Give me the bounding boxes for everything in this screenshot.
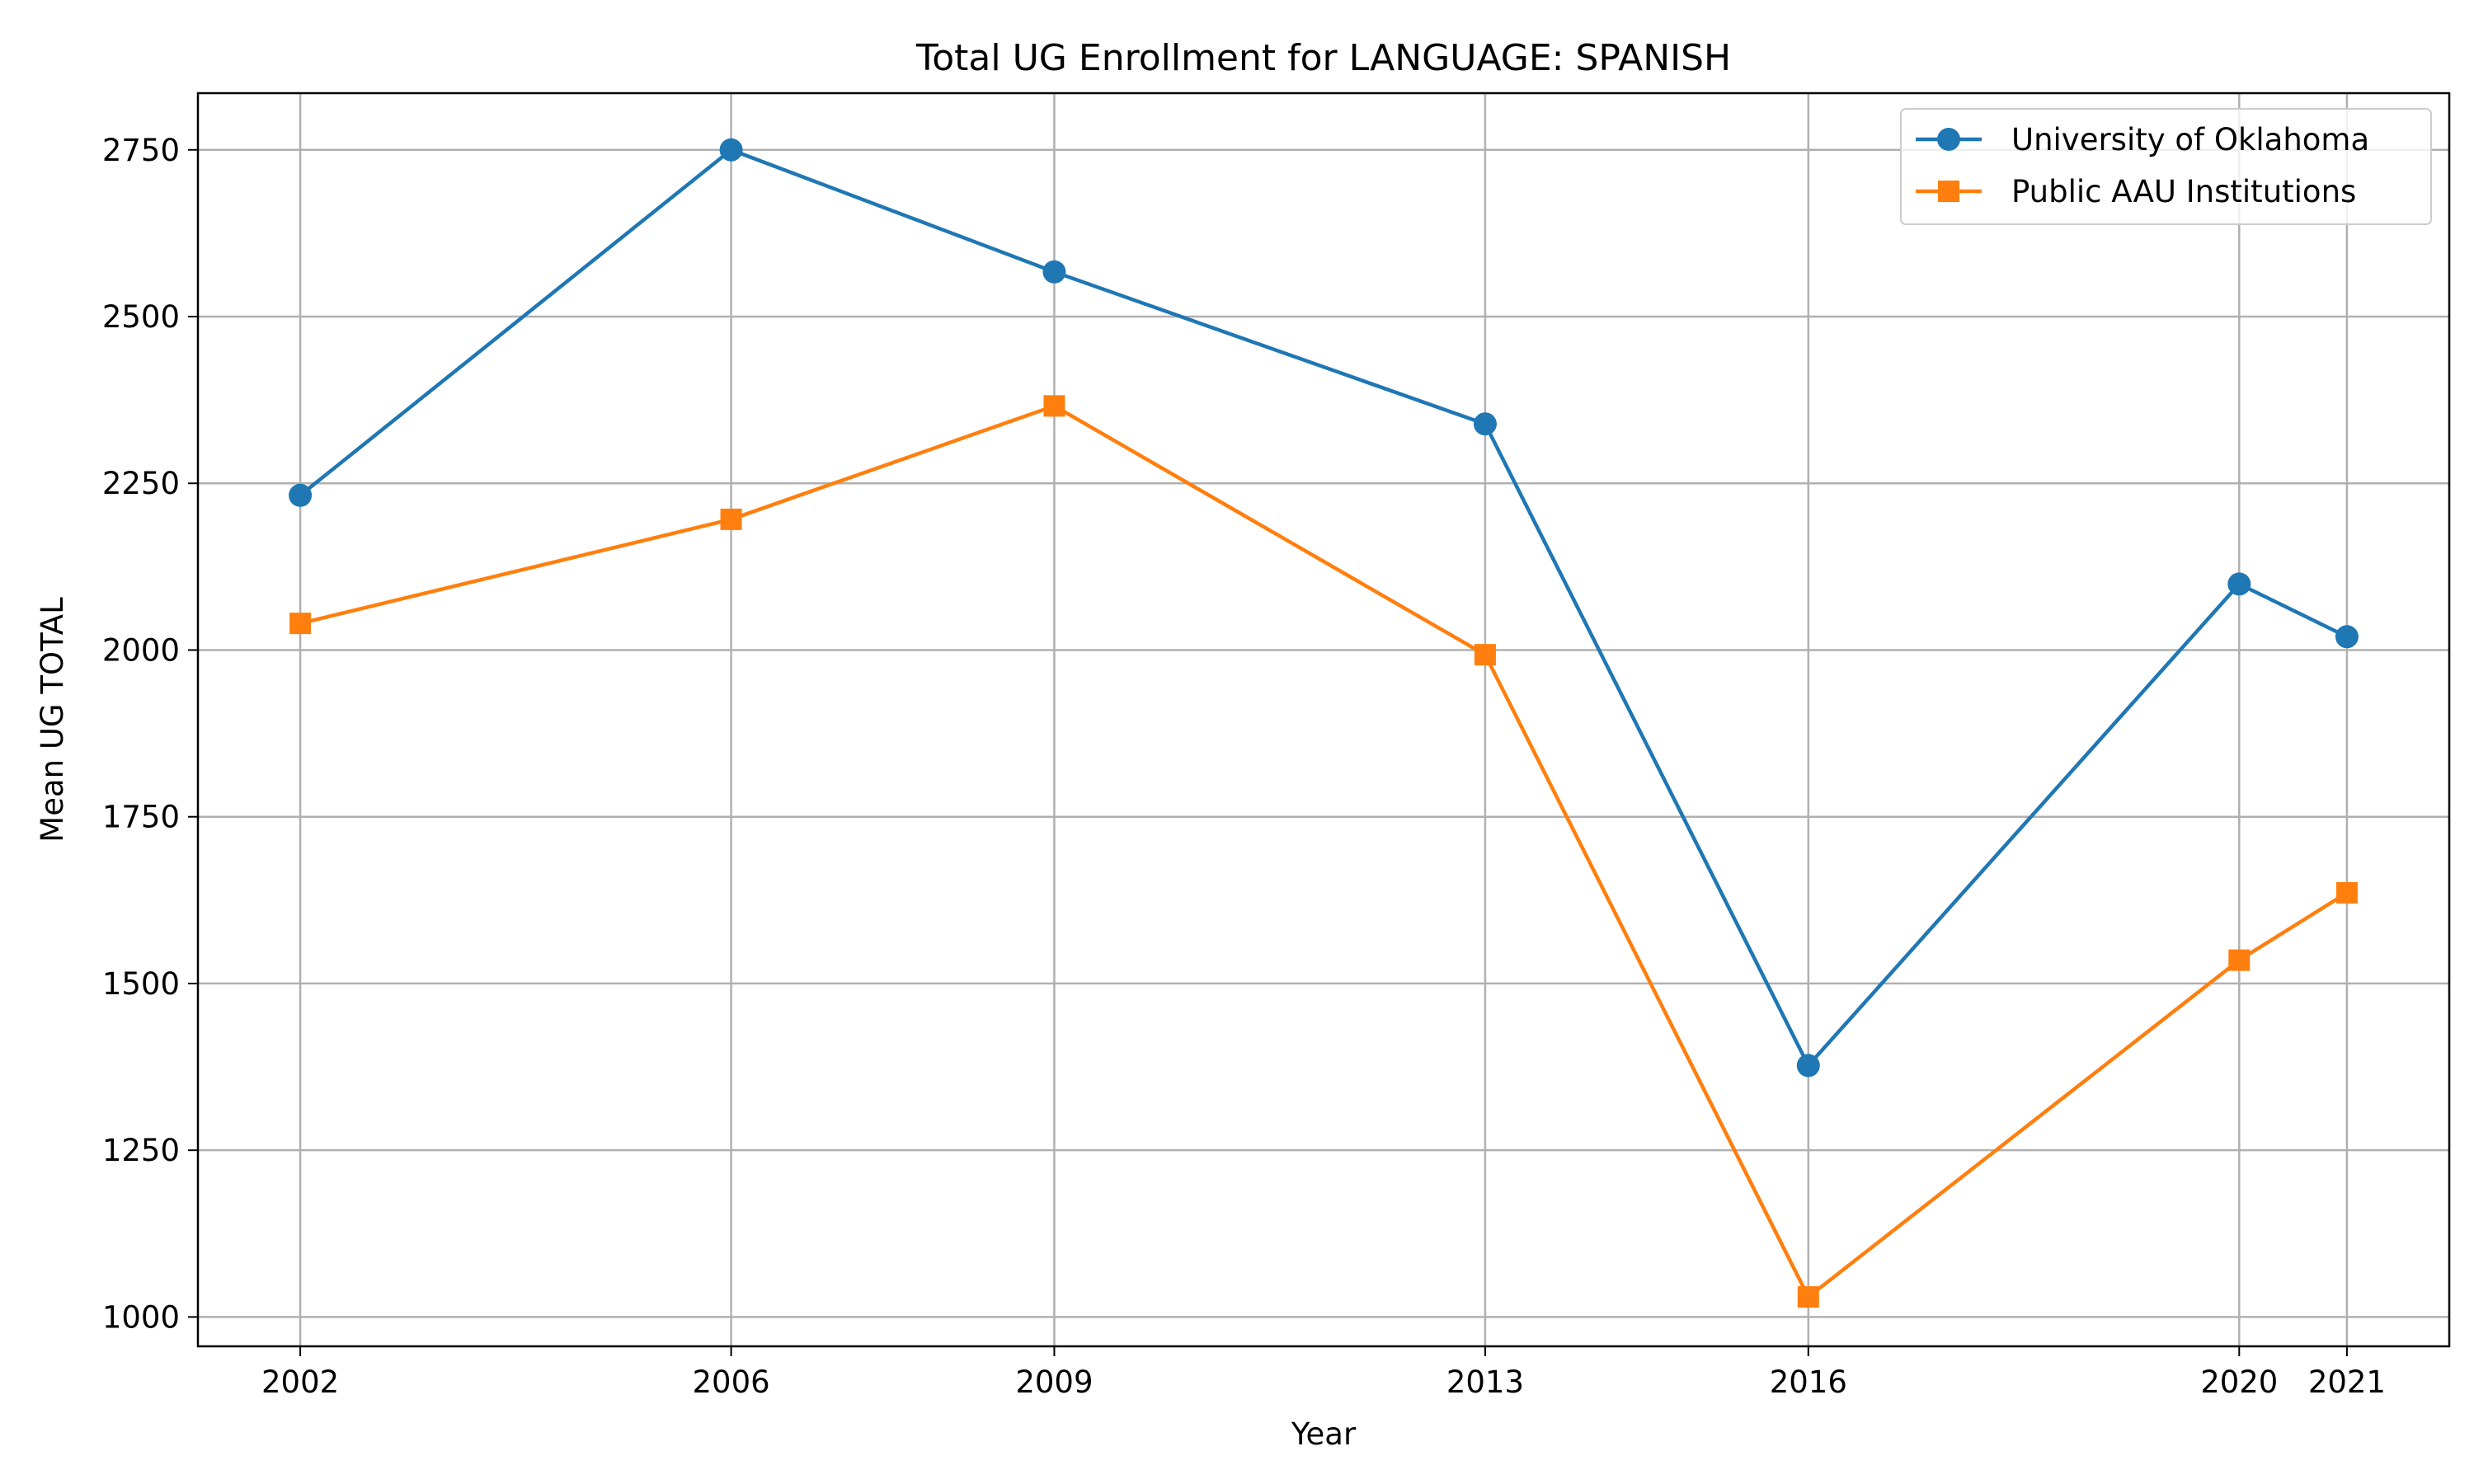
series-layer	[289, 138, 2359, 1308]
y-axis-title: Mean UG TOTAL	[35, 597, 70, 843]
legend-marker-square	[1938, 181, 1959, 202]
legend-label-2: Public AAU Institutions	[2011, 174, 2356, 209]
x-tick-label: 2002	[261, 1364, 339, 1400]
grid-lines	[198, 93, 2449, 1346]
x-tick-label: 2006	[692, 1364, 769, 1400]
data-point-circle	[2335, 625, 2359, 649]
legend-frame	[1900, 108, 2432, 225]
x-axis-title: Year	[1291, 1416, 1357, 1452]
legend: University of Oklahoma Public AAU Institu…	[1900, 108, 2432, 225]
data-point-square	[720, 508, 742, 530]
x-tick-label: 2020	[2200, 1364, 2278, 1400]
data-point-circle	[1796, 1054, 1820, 1078]
chart-title: Total UG Enrollment for LANGUAGE: SPANIS…	[915, 37, 1731, 79]
legend-label-1: University of Oklahoma	[2011, 122, 2369, 157]
data-point-circle	[1473, 412, 1497, 436]
x-tick-label: 2013	[1446, 1364, 1524, 1400]
y-tick-label: 2750	[102, 133, 180, 168]
legend-marker-circle	[1937, 128, 1960, 151]
y-tick-label: 2000	[102, 632, 180, 668]
data-point-square	[1043, 395, 1065, 417]
y-tick-label: 2250	[102, 466, 180, 501]
data-point-square	[1797, 1286, 1819, 1308]
x-tick-label: 2009	[1015, 1364, 1093, 1400]
y-tick-label: 1000	[102, 1299, 180, 1335]
y-tick-label: 1750	[102, 800, 180, 835]
x-tick-label: 2016	[1770, 1364, 1847, 1400]
data-point-circle	[289, 483, 313, 507]
data-point-circle	[1042, 260, 1066, 284]
data-point-square	[1474, 644, 1496, 666]
y-tick-label: 1500	[102, 966, 180, 1002]
data-point-square	[2228, 949, 2251, 971]
data-point-square	[2335, 881, 2358, 904]
legend-items: University of Oklahoma Public AAU Institu…	[1916, 122, 2369, 209]
data-point-square	[289, 613, 312, 635]
data-point-circle	[719, 138, 743, 162]
y-tick-label: 1250	[102, 1133, 180, 1168]
x-tick-label: 2021	[2308, 1364, 2386, 1400]
data-point-circle	[2227, 572, 2251, 596]
plot-area-frame	[196, 92, 2451, 1348]
y-tick-label: 2500	[102, 299, 180, 335]
axis-ticks: 2002 2006 2009 2013 2016 2020 2021 1000 1250 1500…	[102, 133, 2386, 1400]
